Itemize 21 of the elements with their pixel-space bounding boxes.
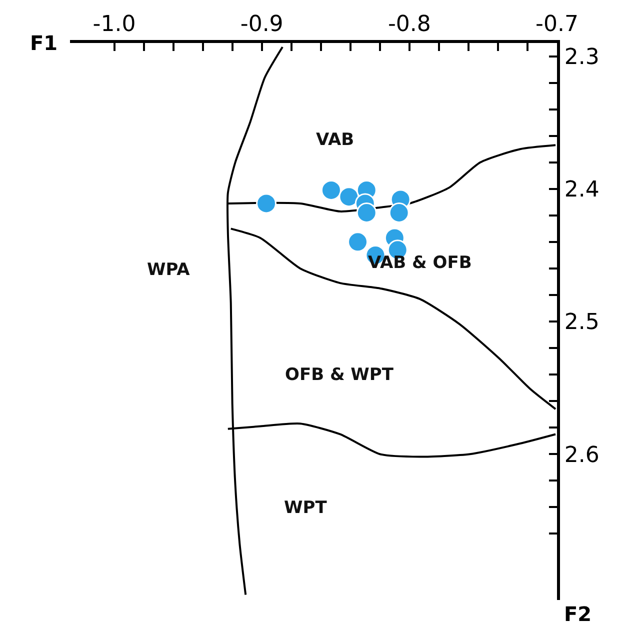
point xyxy=(256,193,277,214)
point xyxy=(356,202,377,223)
point xyxy=(348,232,368,252)
point xyxy=(320,180,342,200)
annotation: VAB xyxy=(316,130,354,150)
x-tick-label: -0.9 xyxy=(240,12,284,38)
x-axis-title: F1 xyxy=(30,31,58,55)
point xyxy=(338,186,360,208)
y-axis-title: F2 xyxy=(564,602,592,626)
x-tick-label: -0.8 xyxy=(388,12,431,38)
x-tick-label: -1.0 xyxy=(92,12,136,38)
y-tick-label: 2.6 xyxy=(564,442,600,468)
annotation: WPT xyxy=(284,498,328,518)
x-tick-label: -0.7 xyxy=(536,12,578,38)
annotation: OFB & WPT xyxy=(285,365,394,385)
y-tick-label: 2.4 xyxy=(564,178,600,203)
annotation: WPA xyxy=(147,260,191,280)
y-tick-label: 2.3 xyxy=(564,44,600,70)
point xyxy=(388,202,410,223)
y-tick-label: 2.5 xyxy=(564,310,600,336)
annotation: VAB & OFB xyxy=(368,253,472,273)
